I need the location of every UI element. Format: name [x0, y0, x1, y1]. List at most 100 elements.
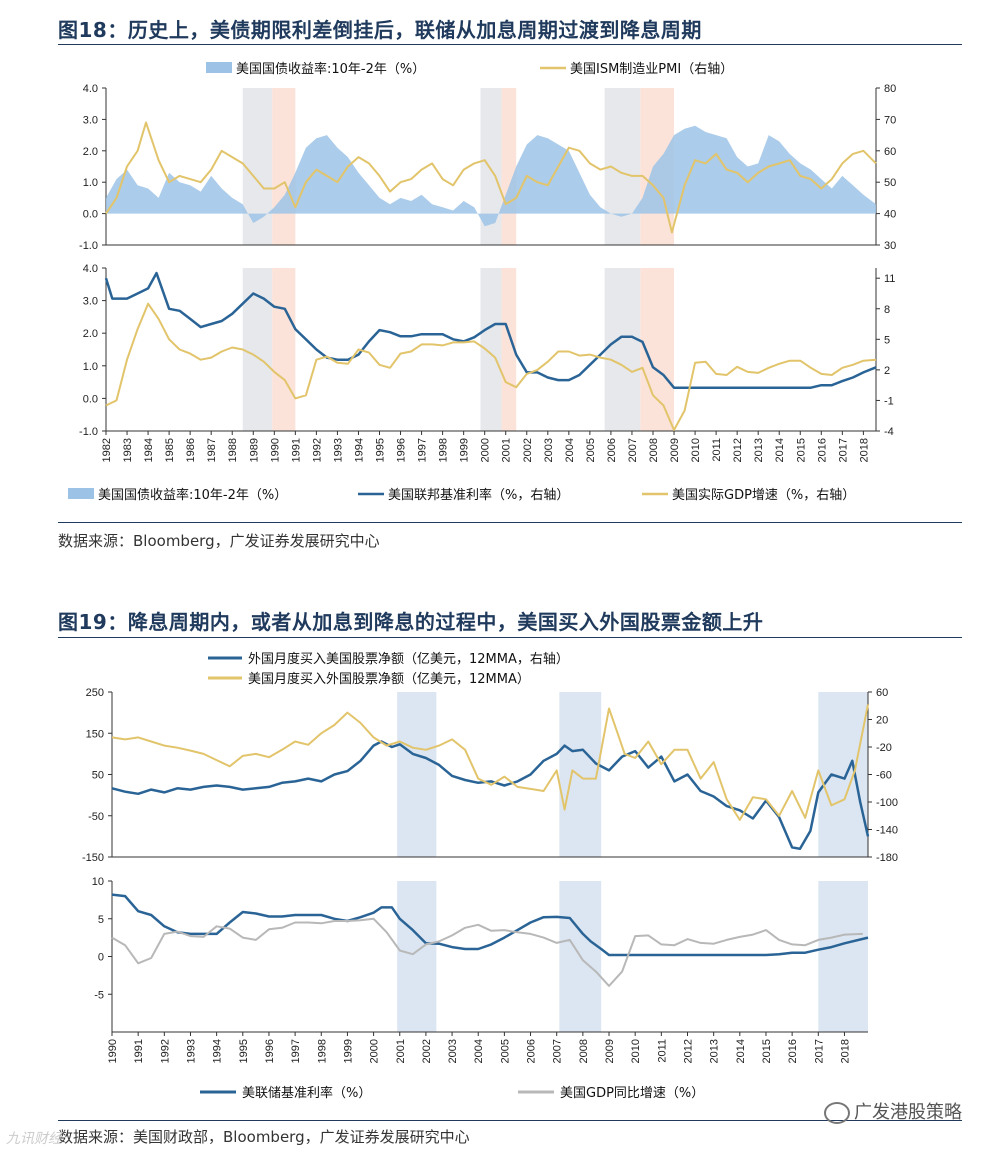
fig18-bottom-series-1-line: [105, 302, 877, 431]
fig18-top-legend: 美国国债收益率:10年-2年（%） 美国ISM制造业PMI（右轴）: [206, 61, 733, 77]
fig18-bottom-xtick-label: 2008: [648, 438, 660, 462]
fig18-bottom-xtick-label: 2017: [837, 438, 849, 462]
fig19-top-series-0-line: [111, 740, 870, 851]
fig18-top-y2tick-label: 70: [884, 114, 896, 126]
fig18-top-rule: [58, 44, 962, 45]
fig19-bottom-xtick-label: 1994: [212, 1039, 224, 1063]
fig18-bottom-legend: 美国国债收益率:10年-2年（%） 美国联邦基准利率（%，右轴） 美国实际GDP…: [68, 487, 855, 503]
fig18-top-y2tick-label: 50: [884, 177, 896, 189]
fig18-top-y2tick-label: 80: [884, 83, 896, 95]
fig19-bottom-ytick-label: 0: [98, 952, 104, 964]
fig19-bottom-xtick-label: 2016: [787, 1039, 799, 1063]
fig18-top-shade-1: [272, 88, 296, 245]
fig18-bottom-xtick-label: 1987: [206, 438, 218, 462]
fig18-bottom-y2tick-label: 8: [884, 304, 890, 316]
legend-f19bot-1: 美联储基准利率（%）: [242, 1085, 371, 1101]
fig18-bottom-xtick-label: 2015: [795, 438, 807, 462]
fig19-top-y2tick-label: -180: [876, 852, 898, 864]
fig18-bottom-xtick-label: 1996: [396, 438, 408, 462]
legend-f18bot-2: 美国联邦基准利率（%，右轴）: [388, 487, 569, 503]
fig18-top-y2tick-label: 60: [884, 146, 896, 158]
legend-f18bot-3: 美国实际GDP增速（%，右轴）: [672, 488, 855, 503]
fig18-top-y2tick-label: 30: [884, 240, 896, 252]
fig18-bottom-y2tick-label: 2: [884, 365, 890, 377]
fig19-bottom-shade-2: [818, 881, 868, 1032]
fig18-top-ytick-label: 3.0: [83, 114, 98, 126]
fig18-bottom-shade-2: [480, 268, 502, 431]
fig19-bottom-xtick-label: 2018: [839, 1039, 851, 1063]
fig18-bottom-shade-1: [272, 268, 296, 431]
fig18-bottom-xtick-label: 2000: [480, 438, 492, 462]
fig18-bottom-xtick-label: 1997: [417, 438, 429, 462]
fig19-top-series-1-line: [111, 704, 869, 821]
fig18-bottom-xtick-label: 2009: [669, 438, 681, 462]
fig19-title: 图19：降息周期内，或者从加息到降息的过程中，美国买入外国股票金额上升: [58, 610, 764, 634]
fig18-bottom-xtick-label: 1992: [311, 438, 323, 462]
fig19-bottom-shade-0: [397, 881, 437, 1032]
fig19-bottom-xtick-label: 2000: [369, 1039, 381, 1063]
fig18-bottom-xtick-label: 1998: [438, 438, 450, 462]
fig19-bottom-xtick-label: 2011: [656, 1039, 668, 1063]
fig18-bottom-xtick-label: 1989: [248, 438, 260, 462]
fig18-top-ytick-label: 1.0: [83, 177, 98, 189]
fig19-bottom-xtick-label: 1999: [342, 1039, 354, 1063]
fig18-bottom-xtick-label: 2011: [711, 438, 723, 462]
fig18-bottom-xtick-label: 2004: [564, 438, 576, 462]
fig19-bottom-xtick-label: 1991: [133, 1039, 145, 1063]
fig18-bottom-xtick-label: 1984: [143, 438, 155, 462]
fig19-top-legend: 外国月度买入美国股票净额（亿美元，12MMA，右轴） 美国月度买入外国股票净额（…: [208, 651, 569, 687]
fig19-top-ytick-label: 150: [86, 728, 104, 740]
fig18-bottom-xtick-label: 1999: [459, 438, 471, 462]
fig18-bottom-xtick-label: 2016: [816, 438, 828, 462]
fig19-bottom-ytick-label: 10: [92, 876, 104, 888]
fig18-top-ytick-label: 4.0: [83, 83, 98, 95]
fig18-bottom-xtick-label: 1986: [185, 438, 197, 462]
fig18-bottom-xtick-label: 1983: [122, 438, 134, 462]
watermark: 广发港股策略: [824, 1098, 962, 1124]
fig18-top-shade-3: [501, 88, 517, 245]
watermark-2: 九讯财经: [6, 1131, 62, 1147]
fig19-bottom-series-1-line: [111, 917, 863, 987]
fig19-bottom-xtick-label: 2002: [421, 1039, 433, 1063]
fig19-top-y2tick-label: -60: [876, 770, 892, 782]
fig18-bottom-ytick-label: 2.0: [83, 328, 98, 340]
fig19-bottom-xtick-label: 2012: [683, 1039, 695, 1063]
fig18-bottom-ytick-label: 3.0: [83, 296, 98, 308]
fig18-bottom-xtick-label: 1994: [353, 438, 365, 462]
fig18-bottom-xtick-label: 1991: [290, 438, 302, 462]
fig18-bottom-xtick-label: 1982: [101, 438, 113, 462]
fig19-bottom-xtick-label: 2005: [499, 1039, 511, 1063]
fig18-top-shade-0: [242, 88, 273, 245]
fig19-bottom-xtick-label: 2010: [630, 1039, 642, 1063]
fig18-bottom-xtick-label: 2018: [858, 438, 870, 462]
fig18-bottom-xtick-label: 2014: [774, 438, 786, 462]
fig18-source: 数据来源：Bloomberg，广发证券发展研究中心: [58, 532, 380, 550]
fig19-bottom-xtick-label: 2006: [526, 1039, 538, 1063]
fig19-top-y2tick-label: 20: [876, 715, 888, 727]
fig19-bottom-ytick-label: 5: [98, 914, 104, 926]
fig19-top-ytick-label: -150: [82, 852, 104, 864]
fig19-top-y2tick-label: -100: [876, 797, 898, 809]
fig18-bottom-xtick-label: 1985: [164, 438, 176, 462]
fig19-top-ytick-label: 50: [92, 770, 104, 782]
fig19-bottom-xtick-label: 2013: [709, 1039, 721, 1063]
legend-f18bot-1: 美国国债收益率:10年-2年（%）: [98, 487, 287, 503]
fig19-top-y2tick-label: 60: [876, 687, 888, 699]
fig19-bottom-xtick-label: 2007: [552, 1039, 564, 1063]
fig19-bottom-xtick-label: 2008: [578, 1039, 590, 1063]
fig19-top-shade-2: [818, 692, 868, 857]
fig18-bottom-xtick-label: 2010: [690, 438, 702, 462]
fig19-bottom-xtick-label: 2015: [761, 1039, 773, 1063]
fig18-bottom-xtick-label: 1990: [269, 438, 281, 462]
fig19-bottom-xtick-label: 1996: [264, 1039, 276, 1063]
fig19-bottom-ytick-label: -5: [94, 989, 104, 1001]
fig19-bottom-plot: 10 5 0 -5 1990 1991 1992 1993 1994 1995 1996 1997 19…: [92, 876, 869, 1063]
fig18-bottom-y2tick-label: 11: [884, 273, 895, 285]
fig19-top-rule: [58, 637, 962, 638]
legend-f18top-2: 美国ISM制造业PMI（右轴）: [570, 62, 733, 77]
fig19-bottom-xtick-label: 2017: [813, 1039, 825, 1063]
fig18-bottom-y2tick-label: 5: [884, 334, 890, 346]
fig19-top-ytick-label: 250: [86, 687, 104, 699]
legend-f19top-2: 美国月度买入外国股票净额（亿美元，12MMA）: [248, 671, 530, 687]
